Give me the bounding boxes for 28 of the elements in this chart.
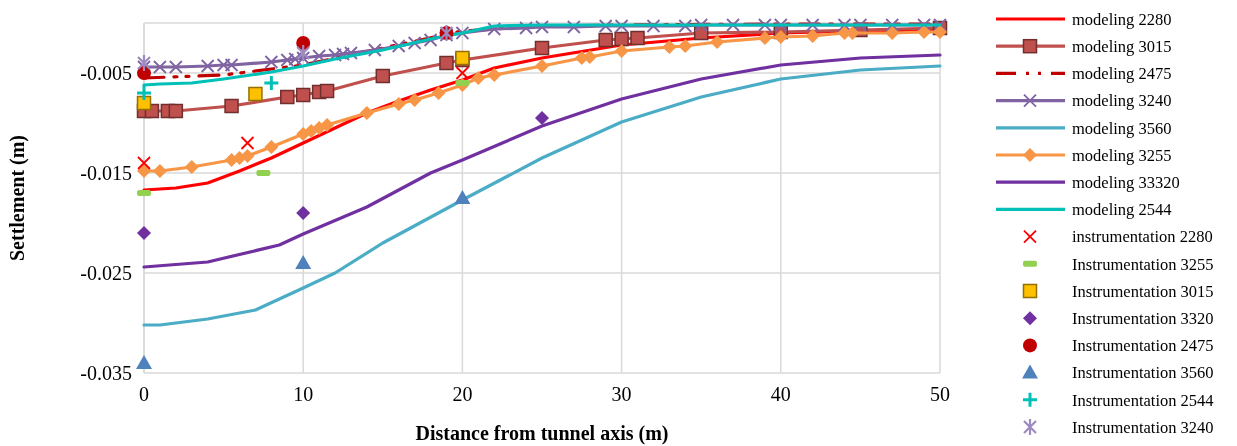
x-axis-title: Distance from tunnel axis (m)	[415, 422, 669, 445]
legend-label: modeling 3255	[1072, 145, 1172, 165]
legend-label: modeling 2280	[1072, 9, 1172, 29]
legend-label: Instrumentation 3560	[1072, 363, 1214, 383]
legend-label: modeling 3560	[1072, 118, 1172, 138]
legend-label: Instrumentation 2544	[1072, 390, 1214, 410]
legend-label: Instrumentation 3240	[1072, 417, 1214, 437]
legend-label: modeling 2475	[1072, 64, 1172, 84]
y-tick-label: -0.035	[80, 362, 132, 384]
x-tick-label: 30	[611, 383, 632, 405]
y-axis-title: Settlement (m)	[6, 134, 29, 262]
legend-label: modeling 2544	[1072, 200, 1172, 220]
y-tick-label: -0.015	[80, 162, 132, 184]
legend-label: Instrumentation 3255	[1072, 254, 1214, 274]
legend-label: modeling 3015	[1072, 36, 1172, 56]
legend-label: modeling 3240	[1072, 91, 1172, 111]
x-tick-label: 20	[452, 383, 473, 405]
x-tick-label: 10	[293, 383, 314, 405]
legend-label: modeling 33320	[1072, 172, 1180, 192]
legend-label: Instrumentation 2475	[1072, 336, 1214, 356]
y-tick-label: -0.005	[80, 62, 132, 84]
legend-label: Instrumentation 3015	[1072, 281, 1214, 301]
y-tick-label: -0.025	[80, 262, 132, 284]
x-tick-label: 50	[930, 383, 950, 405]
x-tick-label: 40	[770, 383, 791, 405]
legend-label: instrumentation 2280	[1072, 227, 1213, 247]
legend-label: Instrumentation 3320	[1072, 308, 1214, 328]
x-tick-label: 0	[139, 383, 149, 405]
